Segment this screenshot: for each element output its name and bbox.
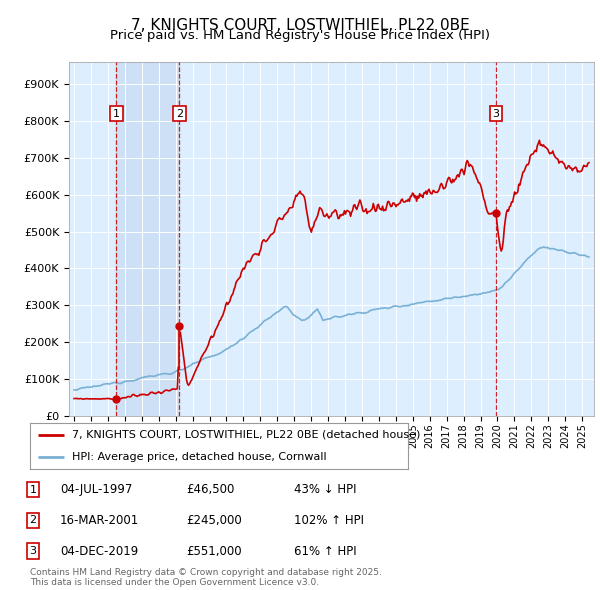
- Text: £245,000: £245,000: [186, 514, 242, 527]
- Text: 43% ↓ HPI: 43% ↓ HPI: [294, 483, 356, 496]
- Text: Contains HM Land Registry data © Crown copyright and database right 2025.
This d: Contains HM Land Registry data © Crown c…: [30, 568, 382, 587]
- Text: 16-MAR-2001: 16-MAR-2001: [60, 514, 139, 527]
- Text: 2: 2: [29, 516, 37, 525]
- Text: 04-JUL-1997: 04-JUL-1997: [60, 483, 133, 496]
- Text: Price paid vs. HM Land Registry's House Price Index (HPI): Price paid vs. HM Land Registry's House …: [110, 30, 490, 42]
- Text: 1: 1: [113, 109, 120, 119]
- Text: 1: 1: [29, 485, 37, 494]
- Text: 3: 3: [29, 546, 37, 556]
- Text: 7, KNIGHTS COURT, LOSTWITHIEL, PL22 0BE: 7, KNIGHTS COURT, LOSTWITHIEL, PL22 0BE: [131, 18, 469, 32]
- Bar: [116, 62, 179, 416]
- Text: £46,500: £46,500: [186, 483, 235, 496]
- Text: 04-DEC-2019: 04-DEC-2019: [60, 545, 138, 558]
- Text: £551,000: £551,000: [186, 545, 242, 558]
- Text: 2: 2: [176, 109, 183, 119]
- Text: 7, KNIGHTS COURT, LOSTWITHIEL, PL22 0BE (detached house): 7, KNIGHTS COURT, LOSTWITHIEL, PL22 0BE …: [71, 430, 420, 440]
- Text: 61% ↑ HPI: 61% ↑ HPI: [294, 545, 356, 558]
- Text: 3: 3: [493, 109, 500, 119]
- Text: 102% ↑ HPI: 102% ↑ HPI: [294, 514, 364, 527]
- Text: HPI: Average price, detached house, Cornwall: HPI: Average price, detached house, Corn…: [71, 452, 326, 462]
